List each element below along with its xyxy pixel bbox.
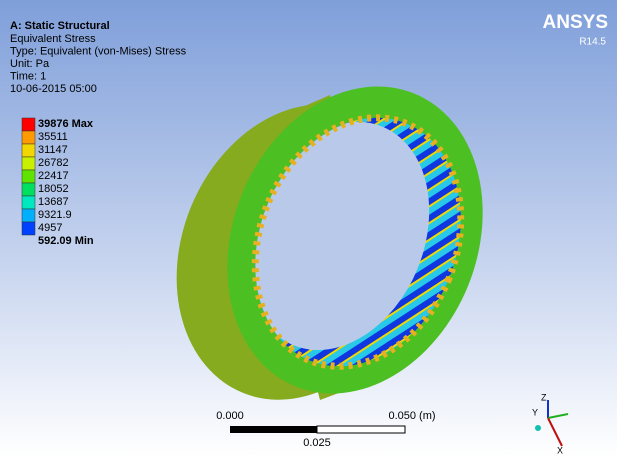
logo-name: ANSYS	[543, 12, 608, 33]
header-line: Unit: Pa	[10, 58, 50, 70]
legend-swatch	[21, 169, 36, 184]
triad-origin	[535, 425, 541, 431]
legend-label: 9321.9	[38, 209, 72, 221]
legend-swatch	[21, 143, 36, 158]
legend-label: 39876 Max	[38, 118, 94, 130]
header-title: A: Static Structural	[10, 20, 110, 32]
legend-label: 4957	[38, 222, 62, 234]
triad-y: Y	[532, 407, 538, 417]
header-line: Type: Equivalent (von-Mises) Stress	[10, 45, 187, 57]
scale-black	[230, 426, 317, 433]
legend-label: 22417	[38, 170, 69, 182]
tooth-tips	[251, 114, 465, 370]
legend-swatch	[21, 156, 36, 171]
scale-left: 0.000	[216, 410, 244, 422]
legend-swatch	[21, 117, 36, 132]
scale-bar	[230, 425, 406, 434]
legend-label: 592.09 Min	[38, 235, 94, 247]
legend-swatch	[21, 195, 36, 210]
axis-triad	[535, 400, 569, 447]
y-axis	[547, 413, 569, 419]
triad-z: Z	[541, 392, 547, 402]
legend-label: 31147	[38, 144, 68, 156]
header-line: Equivalent Stress	[10, 33, 96, 45]
scale-right: 0.050 (m)	[388, 410, 435, 422]
legend-swatch	[21, 221, 36, 236]
legend-label: 13687	[38, 196, 69, 208]
legend-label: 18052	[38, 183, 69, 195]
legend-label: 26782	[38, 157, 69, 169]
legend-swatch	[21, 130, 36, 145]
scale-middle: 0.025	[303, 437, 331, 449]
gear-model	[176, 86, 483, 400]
legend-swatch	[21, 208, 36, 223]
triad-x: X	[557, 445, 563, 455]
x-axis	[547, 417, 563, 447]
scale-white	[316, 425, 406, 434]
legend-label: 35511	[38, 131, 68, 143]
logo-version: R14.5	[579, 37, 606, 48]
legend-swatch	[21, 182, 36, 197]
through-hole	[246, 121, 430, 351]
header-line: Time: 1	[10, 70, 46, 82]
header-line: 10-06-2015 05:00	[10, 83, 97, 95]
